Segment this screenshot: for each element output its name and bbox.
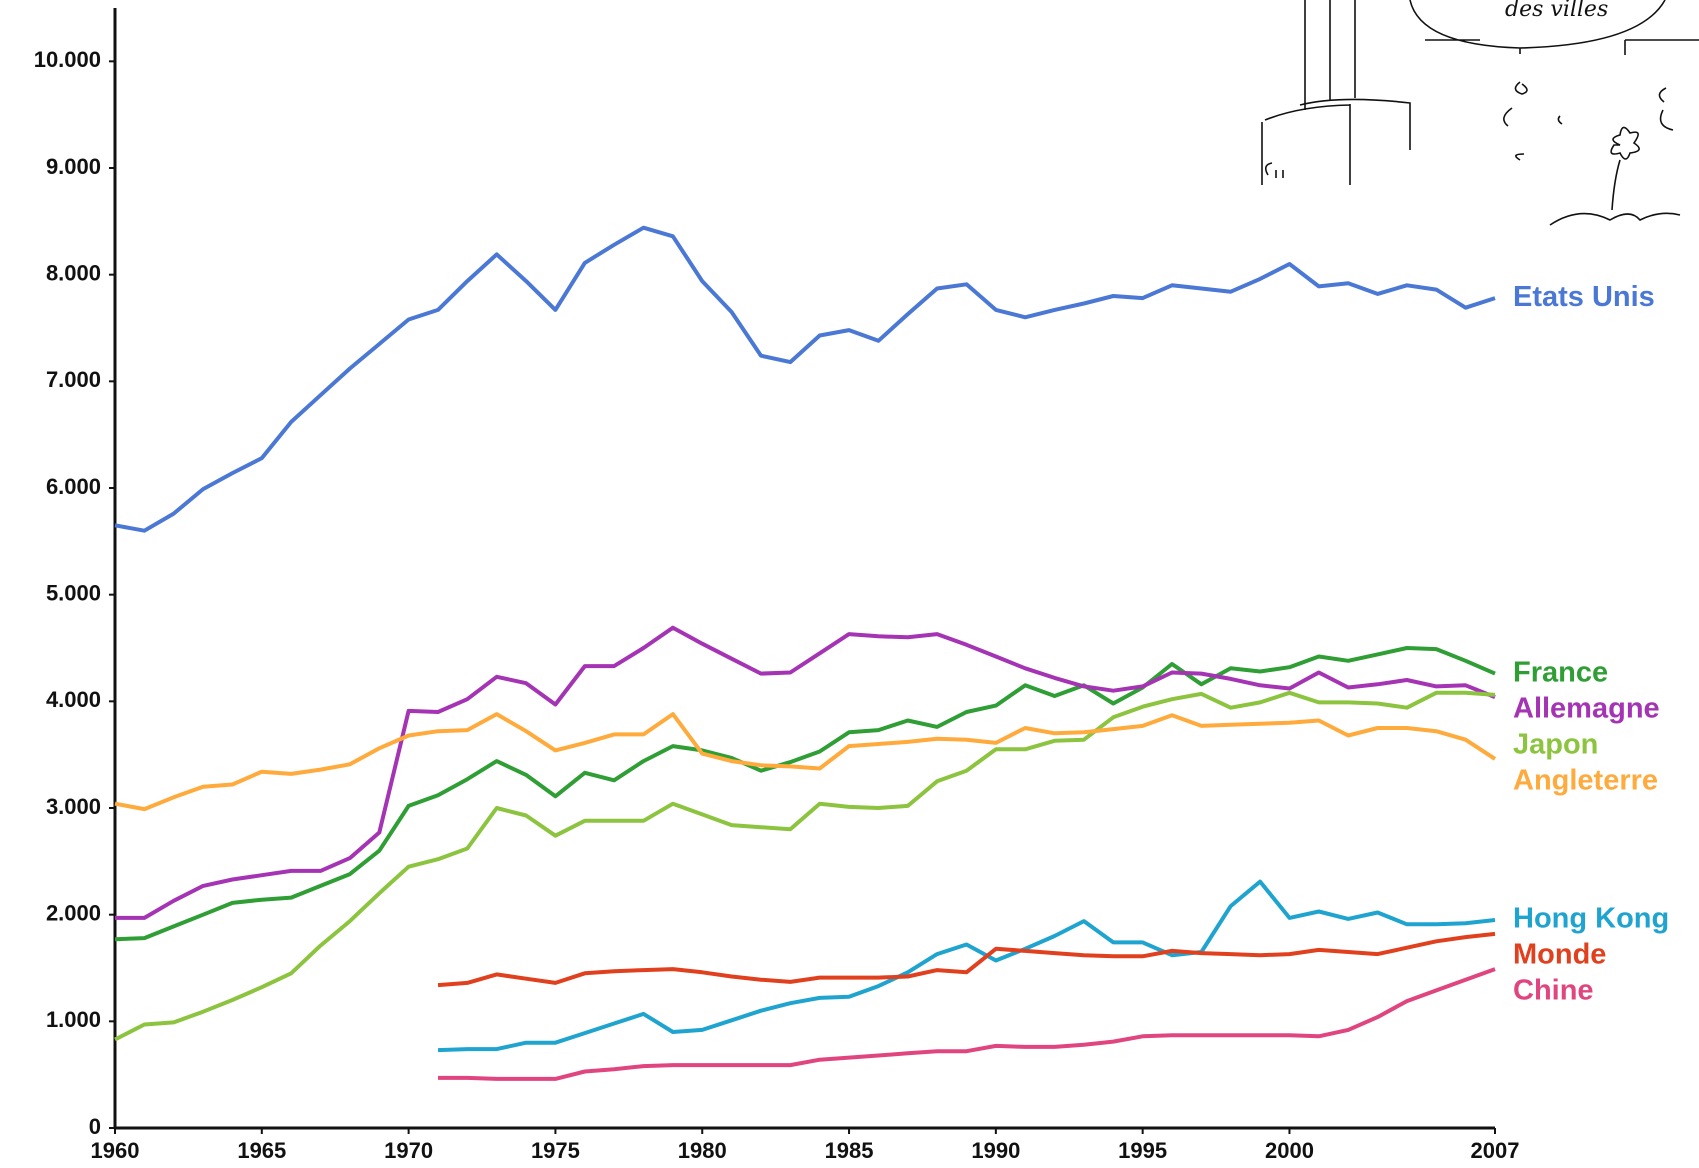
y-tick-label: 2.000 [46, 900, 101, 925]
series-line [437, 931, 1496, 988]
y-tick-label: 6.000 [46, 474, 101, 499]
sketch-annotation: des villes [1505, 0, 1608, 22]
legend-label: Hong Kong [1513, 903, 1669, 935]
series-line [114, 225, 1496, 533]
legend-label: France [1513, 656, 1608, 688]
legend-label: Allemagne [1513, 692, 1660, 724]
series-line [114, 690, 1496, 1042]
y-tick-label: 4.000 [46, 687, 101, 712]
x-tick-label: 1985 [825, 1138, 874, 1163]
x-tick-label: 1970 [384, 1138, 433, 1163]
y-tick-label: 8.000 [46, 260, 101, 285]
y-tick-label: 7.000 [46, 367, 101, 392]
legend-label: Etats Unis [1513, 281, 1655, 313]
x-tick-label: 2007 [1471, 1138, 1520, 1163]
sketch: des villes [1261, 0, 1699, 226]
y-tick-label: 9.000 [46, 154, 101, 179]
legend-label: Japon [1513, 728, 1598, 760]
x-tick-label: 1960 [91, 1138, 140, 1163]
y-tick-label: 10.000 [34, 47, 101, 72]
series-line [438, 967, 1496, 1081]
y-tick-label: 1.000 [46, 1007, 101, 1032]
y-tick-label: 0 [89, 1114, 101, 1139]
series-line [437, 879, 1496, 1053]
x-tick-label: 1995 [1118, 1138, 1167, 1163]
series-line [114, 712, 1497, 812]
x-tick-label: 1975 [531, 1138, 580, 1163]
series-line [114, 646, 1496, 942]
y-tick-label: 5.000 [46, 580, 101, 605]
x-tick-label: 1965 [237, 1138, 286, 1163]
x-tick-label: 1990 [971, 1138, 1020, 1163]
y-tick-label: 3.000 [46, 794, 101, 819]
series-line [115, 625, 1496, 920]
x-tick-label: 2000 [1265, 1138, 1314, 1163]
legend-label: Angleterre [1513, 764, 1658, 796]
x-tick-label: 1980 [678, 1138, 727, 1163]
legend-label: Monde [1513, 939, 1606, 971]
legend-label: Chine [1513, 975, 1594, 1007]
